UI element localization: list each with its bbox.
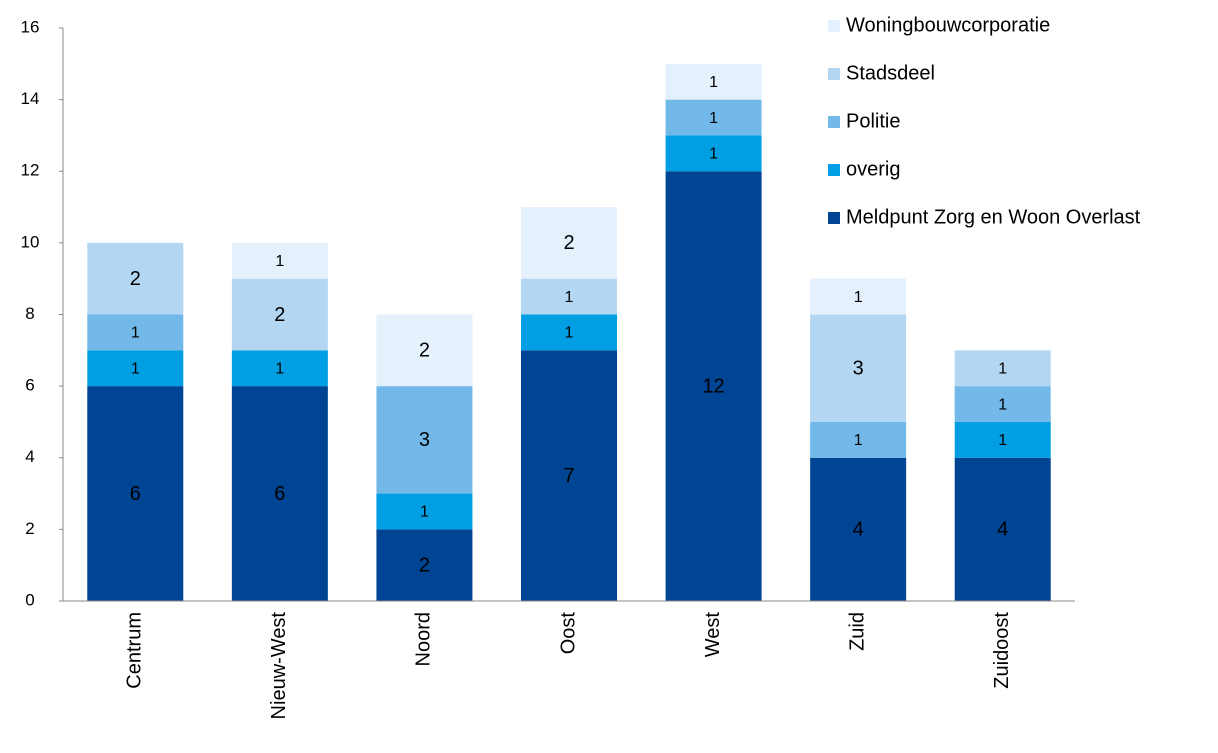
bar-segment <box>665 135 762 172</box>
data-label: 1 <box>275 360 284 377</box>
bar-segment <box>954 386 1051 422</box>
bar-segment <box>954 421 1051 458</box>
bar-segment <box>521 278 617 315</box>
legend-label: Politie <box>846 110 900 132</box>
data-label: 1 <box>854 289 863 306</box>
bar-segment <box>376 493 473 530</box>
legend-label: overig <box>846 158 900 180</box>
bar-segment <box>665 99 762 136</box>
legend-swatch <box>828 164 840 176</box>
data-label: 1 <box>131 325 140 342</box>
data-label: 2 <box>274 304 285 326</box>
data-label: 1 <box>854 432 863 449</box>
data-label: 1 <box>709 146 718 163</box>
legend-swatch <box>828 212 840 224</box>
bar-segment <box>231 350 328 387</box>
legend-label: Woningbouwcorporatie <box>846 14 1050 36</box>
x-tick-label: Centrum <box>124 612 146 689</box>
bar-segment <box>954 457 1051 601</box>
data-label: 1 <box>998 396 1007 413</box>
data-label: 1 <box>275 253 284 270</box>
legend-swatch <box>828 20 840 32</box>
x-tick-label: Oost <box>557 612 579 655</box>
bar-segment <box>521 207 617 279</box>
data-label: 6 <box>274 483 285 505</box>
data-label: 1 <box>420 504 429 521</box>
y-tick-label: 4 <box>25 447 34 466</box>
data-label: 2 <box>563 232 574 254</box>
x-tick-label: Zuidoost <box>991 612 1013 689</box>
bar-segment <box>810 457 907 601</box>
legend-label: Stadsdeel <box>846 62 935 84</box>
x-tick-label: Nieuw-West <box>268 612 290 720</box>
data-label: 1 <box>131 360 140 377</box>
y-tick-label: 8 <box>25 304 34 323</box>
bar-segment <box>87 386 184 601</box>
data-label: 3 <box>419 429 430 451</box>
data-label: 1 <box>565 289 574 306</box>
bar-segment <box>87 314 184 351</box>
y-tick-label: 12 <box>21 161 40 180</box>
data-label: 4 <box>997 519 1008 541</box>
bar-segment <box>376 314 473 387</box>
y-tick-label: 2 <box>25 519 34 538</box>
bar-segment <box>954 350 1051 387</box>
data-label: 2 <box>419 340 430 362</box>
bar-segment <box>521 314 617 351</box>
bar-segment <box>810 314 907 422</box>
bar-segment <box>87 242 184 315</box>
bar-segment <box>376 529 473 601</box>
data-label: 3 <box>853 358 864 380</box>
bar-segment <box>665 171 762 601</box>
y-tick-label: 10 <box>21 232 40 251</box>
bar-segment <box>231 386 328 601</box>
data-label: 1 <box>998 360 1007 377</box>
legend-label: Meldpunt Zorg en Woon Overlast <box>846 206 1141 228</box>
data-label: 12 <box>702 375 724 397</box>
bar-segment <box>376 386 473 494</box>
bar-segment <box>665 63 762 100</box>
y-tick-label: 6 <box>25 376 34 395</box>
bar-segment <box>231 278 328 351</box>
bar-segment <box>87 350 184 387</box>
data-label: 1 <box>998 432 1007 449</box>
bar-segment <box>810 278 907 315</box>
x-tick-label: West <box>702 612 724 658</box>
x-tick-label: Noord <box>413 612 435 666</box>
y-tick-label: 0 <box>25 590 34 609</box>
x-tick-label: Zuid <box>846 612 868 651</box>
data-label: 1 <box>709 110 718 127</box>
data-label: 1 <box>709 74 718 91</box>
data-label: 6 <box>130 483 141 505</box>
data-label: 1 <box>565 325 574 342</box>
bar-segment <box>231 242 328 279</box>
data-label: 2 <box>130 268 141 290</box>
y-tick-label: 14 <box>21 89 40 108</box>
data-label: 2 <box>419 554 430 576</box>
y-tick-label: 16 <box>21 17 40 36</box>
legend-swatch <box>828 116 840 128</box>
data-label: 7 <box>563 465 574 487</box>
legend-swatch <box>828 68 840 80</box>
bar-segment <box>521 350 617 601</box>
bar-segment <box>810 421 907 458</box>
data-label: 4 <box>853 519 864 541</box>
